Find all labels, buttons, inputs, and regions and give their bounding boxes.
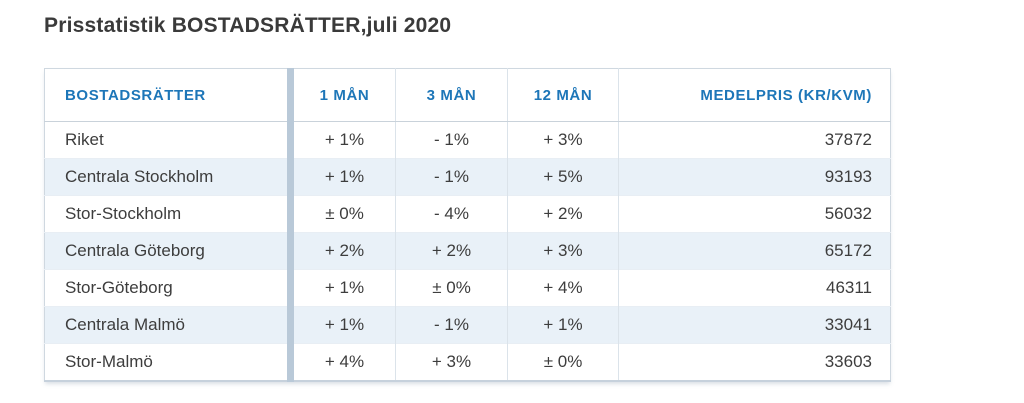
cell-medelpris: 33041 [618,306,891,344]
cell-12man: + 4% [507,269,619,307]
column-header-medelpris: MEDELPRIS (KR/KVM) [618,68,891,122]
cell-12man: + 3% [507,232,619,270]
cell-medelpris: 37872 [824,130,872,149]
column-header-12man: 12 MÅN [507,68,619,122]
table-row-stor-goteborg: Stor-Göteborg + 1% ± 0% + 4% 46311 [44,269,891,307]
column-header-bostadsratter: BOSTADSRÄTTER [44,68,294,122]
table-row-stor-stockholm: Stor-Stockholm ± 0% - 4% + 2% 56032 [44,195,891,233]
cell-1man: ± 0% [290,195,396,233]
table-header-row: BOSTADSRÄTTER 1 MÅN 3 MÅN 12 MÅN MEDELPR… [44,68,891,122]
cell-area: Stor-Stockholm [44,195,294,233]
page-title: Prisstatistik BOSTADSRÄTTER,juli 2020 [44,14,452,37]
cell-12man: + 3% [507,121,619,159]
cell-medelpris: 33603 [618,343,891,381]
cell-area: Stor-Göteborg [44,269,294,307]
cell-area: Centrala Göteborg [44,232,294,270]
cell-1man: + 1% [290,269,396,307]
cell-12man: ± 0% [507,343,619,381]
cell-3man: + 3% [395,343,508,381]
cell-area: Centrala Stockholm [44,158,294,196]
cell-area: Stor-Malmö [44,343,294,381]
price-statistics-table: BOSTADSRÄTTER 1 MÅN 3 MÅN 12 MÅN MEDELPR… [44,68,891,382]
cell-3man: - 1% [395,121,508,159]
cell-1man: + 1% [290,121,396,159]
table-row-riket: Riket + 1% - 1% + 3% 37872 [44,121,891,159]
cell-area: Riket [44,121,294,159]
table-row-centrala-malmo: Centrala Malmö + 1% - 1% + 1% 33041 [44,306,891,344]
cell-3man: - 4% [395,195,508,233]
cell-1man: + 1% [290,306,396,344]
table-row-centrala-goteborg: Centrala Göteborg + 2% + 2% + 3% 65172 [44,232,891,270]
table-row-centrala-stockholm: Centrala Stockholm + 1% - 1% + 5% 93193 [44,158,891,196]
cell-1man: + 1% [290,158,396,196]
column-header-1man: 1 MÅN [290,68,396,122]
table-row-stor-malmo: Stor-Malmö + 4% + 3% ± 0% 33603 [44,343,891,381]
cell-medelpris: 46311 [618,269,891,307]
cell-area: Centrala Malmö [44,306,294,344]
cell-3man: + 2% [395,232,508,270]
cell-medelpris: 93193 [618,158,891,196]
cell-12man: + 5% [507,158,619,196]
cell-12man: + 2% [507,195,619,233]
cell-1man: + 2% [290,232,396,270]
cell-medelpris: 65172 [618,232,891,270]
cell-3man: - 1% [395,306,508,344]
cell-3man: ± 0% [395,269,508,307]
column-header-3man: 3 MÅN [395,68,508,122]
cell-12man: + 1% [507,306,619,344]
cell-medelpris: 56032 [618,195,891,233]
cell-1man: + 4% [290,343,396,381]
cell-3man: - 1% [395,158,508,196]
